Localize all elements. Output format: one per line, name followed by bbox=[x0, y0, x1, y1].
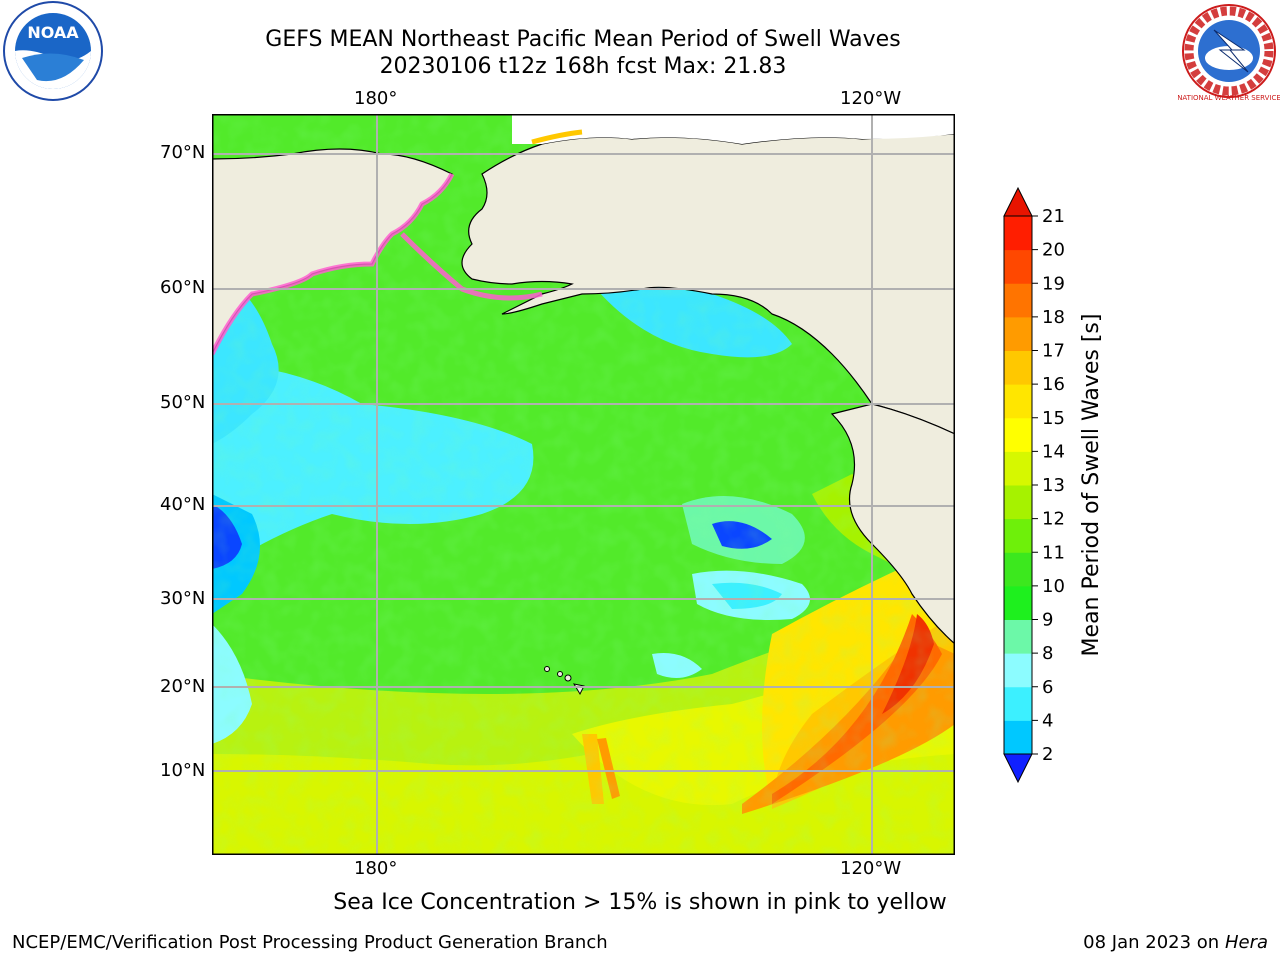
colorbar-segment bbox=[1004, 384, 1032, 419]
noaa-logo-text: NOAA bbox=[27, 23, 79, 42]
colorbar: 2 4 6 8 9 10 11 12 13 14 15 16 17 18 19 20 21 Mean Perio… bbox=[1003, 186, 1104, 784]
chart-title: GEFS MEAN Northeast Pacific Mean Period … bbox=[265, 27, 901, 52]
sea-ice-note: Sea Ice Concentration > 15% is shown in … bbox=[333, 890, 947, 915]
colorbar-segment bbox=[1004, 619, 1032, 654]
colorbar-segment bbox=[1004, 417, 1032, 452]
colorbar-tick-label: 8 bbox=[1042, 643, 1053, 664]
colorbar-segment bbox=[1004, 720, 1032, 755]
colorbar-tick-label: 15 bbox=[1042, 408, 1065, 429]
footer-date-text: 08 Jan 2023 on bbox=[1083, 932, 1220, 953]
colorbar-tick-label: 17 bbox=[1042, 341, 1065, 362]
colorbar-segment bbox=[1004, 485, 1032, 520]
colorbar-tick-label: 10 bbox=[1042, 576, 1065, 597]
lat-label-20n: 20°N bbox=[160, 676, 206, 697]
colorbar-tick-label: 20 bbox=[1042, 240, 1065, 261]
colorbar-tick-label: 18 bbox=[1042, 307, 1065, 328]
hawaii-island-2 bbox=[557, 671, 563, 677]
swell-period-map bbox=[212, 114, 955, 855]
lat-label-50n: 50°N bbox=[160, 392, 206, 413]
lat-label-70n: 70°N bbox=[160, 142, 206, 163]
colorbar-tick-label: 12 bbox=[1042, 509, 1065, 530]
colorbar-segment bbox=[1004, 216, 1032, 251]
lon-label-bottom-180: 180° bbox=[354, 858, 398, 879]
colorbar-segment bbox=[1004, 585, 1032, 620]
colorbar-label: Mean Period of Swell Waves [s] bbox=[1079, 314, 1104, 657]
colorbar-segment bbox=[1004, 686, 1032, 721]
colorbar-tick-label: 16 bbox=[1042, 374, 1065, 395]
land-alaska-canada bbox=[461, 133, 955, 435]
land-us-west-coast bbox=[830, 403, 955, 645]
colorbar-under-arrow bbox=[1003, 753, 1033, 784]
colorbar-tick-label: 21 bbox=[1042, 206, 1065, 227]
sea-ice-edge-arctic bbox=[531, 129, 583, 145]
sea-ice-edge-west bbox=[212, 172, 455, 356]
lon-label-top-180: 180° bbox=[354, 88, 398, 109]
colorbar-segment bbox=[1004, 451, 1032, 486]
lat-label-10n: 10°N bbox=[160, 760, 206, 781]
arctic-ocean bbox=[512, 114, 955, 144]
colorbar-segment bbox=[1004, 249, 1032, 284]
colorbar-segment bbox=[1004, 350, 1032, 385]
nws-logo: NATIONAL WEATHER SERVICE bbox=[1178, 3, 1280, 102]
lon-label-bottom-120w: 120°W bbox=[840, 858, 902, 879]
lat-label-30n: 30°N bbox=[160, 588, 206, 609]
nws-logo-text: NATIONAL WEATHER SERVICE bbox=[1178, 94, 1280, 102]
lat-label-60n: 60°N bbox=[160, 277, 206, 298]
colorbar-tick-label: 4 bbox=[1042, 710, 1053, 731]
graticule bbox=[212, 114, 955, 855]
footer-credit: NCEP/EMC/Verification Post Processing Pr… bbox=[12, 932, 608, 953]
colorbar-segment bbox=[1004, 653, 1032, 688]
footer-machine: Hera bbox=[1224, 932, 1268, 953]
map-frame bbox=[212, 114, 955, 855]
colorbar-tick-label: 13 bbox=[1042, 475, 1065, 496]
colorbar-tick-label: 19 bbox=[1042, 273, 1065, 294]
noaa-logo: NOAA bbox=[3, 1, 103, 101]
colorbar-tick-label: 2 bbox=[1042, 744, 1053, 765]
colorbar-tick-label: 14 bbox=[1042, 441, 1065, 462]
lat-label-40n: 40°N bbox=[160, 494, 206, 515]
footer-date: 08 Jan 2023 on Hera bbox=[1083, 932, 1268, 953]
colorbar-tick-label: 6 bbox=[1042, 677, 1053, 698]
chart-subtitle: 20230106 t12z 168h fcst Max: 21.83 bbox=[379, 54, 787, 79]
hawaii-island-1 bbox=[544, 666, 550, 672]
lon-label-top-120w: 120°W bbox=[840, 88, 902, 109]
hawaii-island-3 bbox=[564, 674, 572, 682]
colorbar-segment bbox=[1004, 283, 1032, 318]
colorbar-segment bbox=[1004, 518, 1032, 553]
colorbar-tick-label: 11 bbox=[1042, 542, 1065, 563]
colorbar-tick-label: 9 bbox=[1042, 610, 1053, 631]
colorbar-segment bbox=[1004, 552, 1032, 587]
colorbar-over-arrow bbox=[1003, 186, 1033, 217]
colorbar-segment bbox=[1004, 316, 1032, 351]
